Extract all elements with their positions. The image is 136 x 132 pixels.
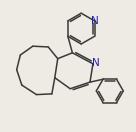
Text: N: N	[91, 16, 99, 26]
Text: N: N	[92, 58, 99, 68]
